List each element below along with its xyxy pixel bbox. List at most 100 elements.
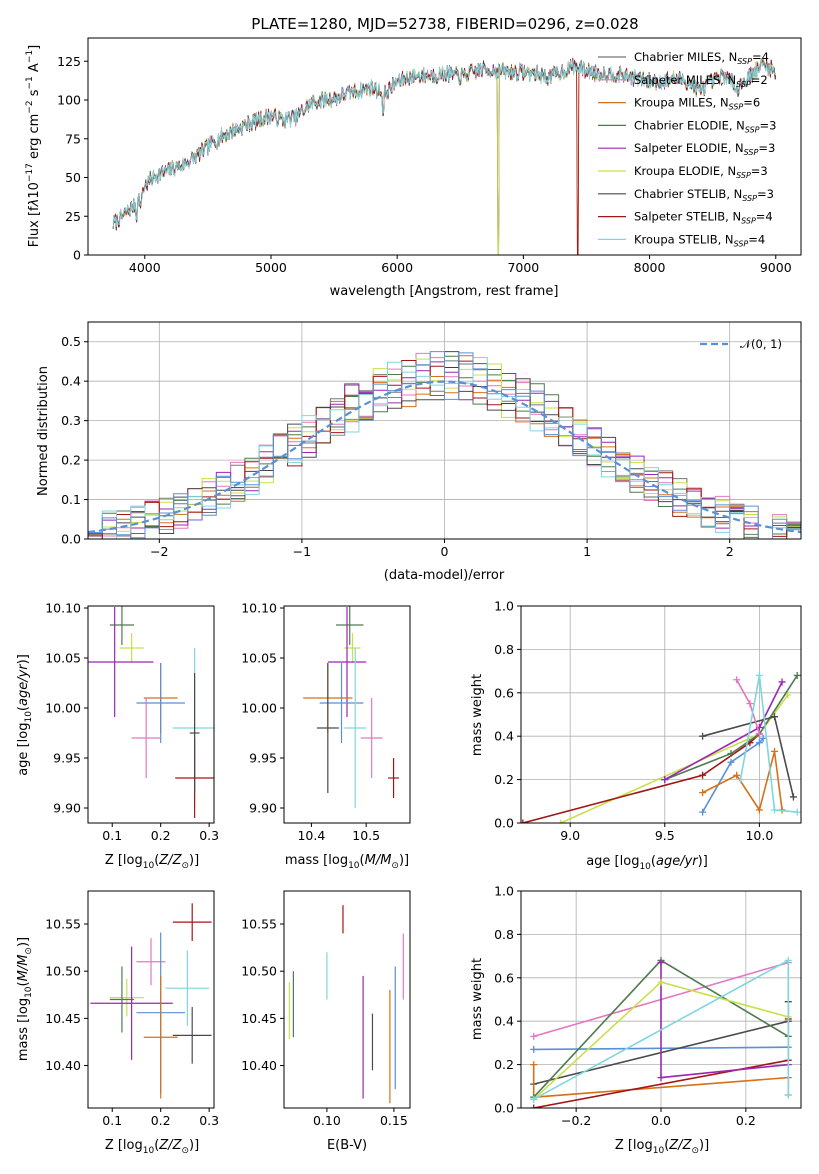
mass-weight-vs-age-ytick-label: 0.2	[494, 772, 514, 787]
mass-weight-vs-age-grid	[521, 605, 801, 824]
mass-weight-vs-Z-xtick-label: −0.2	[561, 1113, 591, 1128]
mass-vs-Z-errorbar	[143, 975, 178, 1099]
mass-weight-vs-Z-xlabel: Z [log10(Z/Z⊙)]	[615, 1138, 709, 1156]
spectrum-legend-label: Kroupa MILES, NSSP=6	[634, 96, 760, 112]
mass-vs-Z-xtick-label: 0.1	[102, 1113, 122, 1128]
histogram-xlabel: (data-model)/error	[384, 568, 505, 583]
age-vs-mass-errorbar	[319, 663, 364, 743]
mass-weight-vs-age-point-marker	[699, 732, 707, 740]
histogram-step-series	[88, 351, 801, 539]
mass-weight-vs-Z-point-marker	[530, 1032, 538, 1040]
mass-weight-vs-Z-ytick-label: 0.2	[494, 1057, 514, 1072]
spectrum-ylabel: Flux [fλ10−17 erg cm−2 s−1 A−1]	[25, 45, 42, 247]
mass-vs-EBV-ytick-label: 10.55	[241, 917, 277, 932]
mass-vs-EBV-frame	[283, 890, 411, 1109]
residual-histogram-ytick-label: 0.2	[61, 453, 81, 468]
mass-weight-vs-Z-marks	[530, 956, 792, 1108]
mass-weight-vs-Z-panel: −0.2 0.0 0.2 0.0 0.2 0.4 0.6 0.8 1.0 Z [log10(Z/…	[470, 884, 802, 1156]
mass-weight-vs-age-point-marker	[778, 678, 786, 686]
spectrum-legend-label: Chabrier STELIB, NSSP=3	[634, 187, 774, 203]
spectrum-series-line	[112, 58, 777, 255]
spectrum-frame	[87, 37, 802, 256]
spectrum-ytick-label: 75	[65, 131, 81, 146]
mass-weight-vs-age-ylabel: mass weight	[470, 674, 485, 756]
mass-vs-Z-ytick-label: 10.40	[45, 1058, 81, 1073]
spectrum-series-line	[112, 58, 777, 255]
svg-text:mass [log10(M/M⊙)]: mass [log10(M/M⊙)]	[285, 853, 409, 871]
spectrum-legend-label: Salpeter ELODIE, NSSP=3	[634, 141, 775, 157]
age-vs-Z-panel: 0.1 0.2 0.3 9.90 9.95 10.00 10.05 10.10 Z [log1…	[16, 601, 219, 872]
mass-weight-vs-age-point-marker	[733, 676, 741, 684]
age-vs-Z-ytick-label: 9.95	[53, 751, 81, 766]
spectrum-legend-label: Salpeter STELIB, NSSP=4	[634, 210, 773, 226]
age-vs-mass-xtick-label: 10.5	[352, 828, 380, 843]
age-vs-mass-errorbar	[360, 698, 383, 778]
mass-weight-vs-Z-point-marker	[530, 1104, 538, 1108]
mass-weight-vs-Z-ytick-label: 1.0	[494, 884, 514, 899]
residual-histogram-xtick-label: 2	[726, 544, 734, 559]
mass-vs-Z-errorbar	[165, 950, 210, 1026]
spectrum-legend-label: Chabrier MILES, NSSP=4	[634, 50, 769, 66]
mass-vs-Z-ytick-label: 10.55	[45, 917, 81, 932]
spectrum-series-line	[112, 58, 777, 255]
mass-vs-EBV-axes: 0.10 0.15 10.40 10.45 10.50 10.55	[241, 890, 411, 1128]
mass-weight-vs-age-series-line	[522, 733, 760, 823]
svg-text:Flux [fλ10−17 erg cm−2 s−1 A−1: Flux [fλ10−17 erg cm−2 s−1 A−1]	[25, 45, 42, 247]
age-vs-mass-ytick-label: 9.95	[249, 751, 277, 766]
spectrum-series-line	[112, 58, 776, 255]
age-vs-mass-ytick-label: 9.90	[249, 801, 277, 816]
spectrum-legend-label: Chabrier ELODIE, NSSP=3	[634, 118, 776, 134]
spectrum-panel: 4000 5000 6000 7000 8000 9000 0 25 50 75 100 125 Cha…	[25, 37, 802, 299]
age-vs-mass-axes: 10.4 10.5 9.90 9.95 10.00 10.05 10.10	[241, 601, 411, 843]
residual-histogram-ytick-label: 0.1	[61, 492, 81, 507]
age-vs-Z-frame	[87, 605, 215, 824]
histogram-legend: 𝒩(0, 1)	[700, 337, 782, 351]
spectrum-xtick-label: 4000	[129, 260, 161, 275]
mass-weight-vs-age-xtick-label: 10.0	[745, 828, 773, 843]
mass-weight-vs-Z-ytick-label: 0.8	[494, 927, 514, 942]
mass-vs-Z-errorbar	[172, 903, 212, 942]
mass-vs-Z-xtick-label: 0.3	[199, 1113, 219, 1128]
mass-weight-vs-Z-ytick-label: 0.4	[494, 1014, 514, 1029]
mass-weight-vs-age-ytick-label: 0.4	[494, 729, 514, 744]
mass-weight-vs-age-point-marker	[755, 671, 763, 679]
mass-weight-vs-age-point-marker	[771, 747, 779, 755]
mass-weight-vs-age-ytick-label: 0.0	[494, 816, 514, 831]
mass-weight-vs-Z-point-marker	[784, 1091, 792, 1099]
age-vs-mass-xlabel: mass [log10(M/M⊙)]	[285, 853, 409, 871]
spectrum-legend-label: Salpeter MILES, NSSP=2	[634, 73, 768, 89]
mass-weight-vs-Z-point-marker	[784, 956, 792, 964]
residual-histogram-ytick-label: 0.4	[61, 374, 81, 389]
mass-weight-vs-age-point-marker	[755, 730, 763, 738]
age-vs-Z-errorbar	[119, 633, 144, 663]
age-vs-Z-errorbar	[109, 606, 135, 645]
age-vs-mass-errorbar	[327, 607, 367, 717]
mass-weight-vs-age-ytick-label: 1.0	[494, 599, 514, 614]
mass-vs-Z-errorbar	[90, 946, 173, 1060]
residual-histogram-xtick-label: 0	[441, 544, 449, 559]
age-vs-mass-errorbar	[336, 606, 364, 645]
residual-histogram-ytick-label: 0.3	[61, 413, 81, 428]
mass-vs-EBV-marks	[288, 905, 404, 1104]
spectrum-series-line	[112, 59, 777, 255]
spectrum-xtick-label: 8000	[634, 260, 666, 275]
spectrum-marks	[112, 57, 777, 255]
age-vs-mass-errorbar	[344, 648, 367, 808]
age-vs-mass-errorbar	[316, 663, 339, 793]
spectrum-xtick-label: 9000	[760, 260, 792, 275]
age-vs-Z-ytick-label: 9.90	[53, 801, 81, 816]
spectrum-xlabel: wavelength [Angstrom, rest frame]	[330, 284, 559, 299]
mass-weight-vs-age-point-marker	[733, 771, 741, 779]
normal-reference-curve	[88, 380, 801, 534]
mass-vs-Z-errorbar	[172, 1007, 212, 1064]
spectrum-ytick-label: 0	[73, 248, 81, 263]
mass-weight-vs-Z-axes: −0.2 0.0 0.2 0.0 0.2 0.4 0.6 0.8 1.0	[494, 884, 802, 1128]
svg-text:Z [log10(Z/Z⊙)]: Z [log10(Z/Z⊙)]	[615, 1138, 709, 1156]
age-vs-Z-ylabel: age [log10(age/yr)]	[16, 654, 34, 776]
age-vs-Z-xlabel: Z [log10(Z/Z⊙)]	[105, 853, 199, 871]
svg-text:Z [log10(Z/Z⊙)]: Z [log10(Z/Z⊙)]	[105, 853, 199, 871]
mass-vs-Z-xtick-label: 0.2	[151, 1113, 171, 1128]
mass-weight-vs-Z-point-marker	[657, 978, 665, 986]
age-vs-Z-marks	[88, 606, 214, 818]
